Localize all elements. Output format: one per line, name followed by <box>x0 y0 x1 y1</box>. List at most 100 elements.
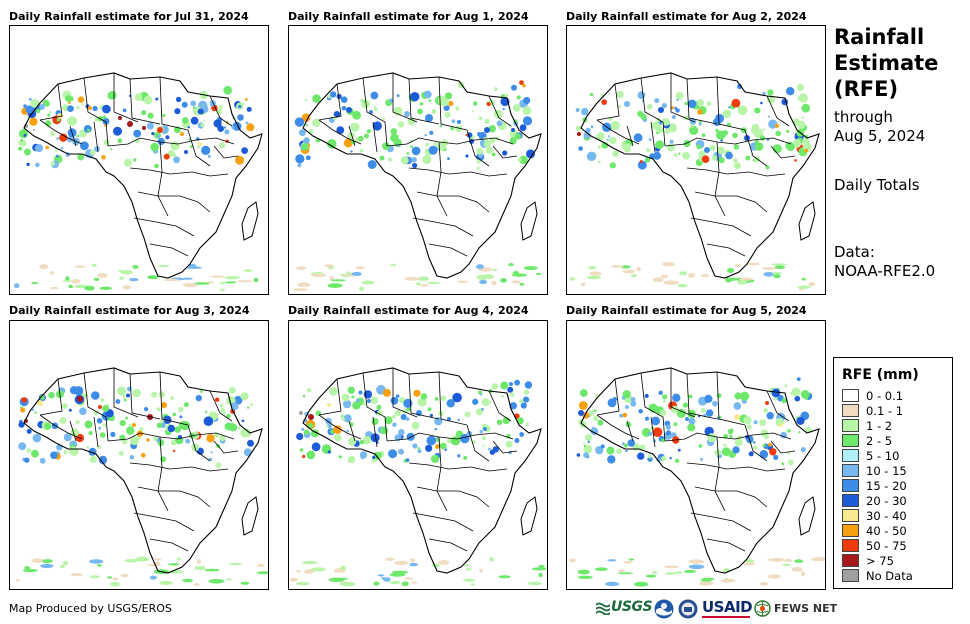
partner-logos: USGS USAID FEWS NET <box>596 598 837 620</box>
rainfall-field <box>14 85 259 292</box>
africa-map-graphic <box>293 72 542 291</box>
madagascar-outline <box>798 496 816 536</box>
legend-swatch <box>842 569 859 582</box>
madagascar-outline <box>520 496 538 536</box>
legend-label: 2 - 5 <box>866 434 893 448</box>
legend-swatch <box>842 509 859 522</box>
usaid-logo-text: USAID <box>702 598 753 616</box>
legend-label: 20 - 30 <box>866 494 907 508</box>
legend-swatch <box>842 479 859 492</box>
legend-label: 0.1 - 1 <box>866 404 904 418</box>
africa-map-graphic <box>15 367 268 587</box>
panel-title-5: Daily Rainfall estimate for Aug 4, 2024 <box>288 304 529 317</box>
legend-label: 5 - 10 <box>866 449 900 463</box>
legend-item: 0 - 0.1 <box>842 389 903 403</box>
legend-label: 1 - 2 <box>866 419 893 433</box>
noaa-logo <box>654 598 676 620</box>
data-label: Data: <box>834 243 875 261</box>
legend-swatch <box>842 404 859 417</box>
country-borders <box>596 368 796 552</box>
legend-item: No Data <box>842 569 913 583</box>
usgs-logo-text: USGS <box>611 599 653 615</box>
rainfall-map-2 <box>288 25 548 295</box>
panel-title-3: Daily Rainfall estimate for Aug 2, 2024 <box>566 10 807 23</box>
panel-title-4: Daily Rainfall estimate for Aug 3, 2024 <box>9 304 250 317</box>
usgs-wave-icon <box>596 602 610 615</box>
rainfall-field <box>289 379 547 587</box>
country-borders <box>318 368 518 552</box>
legend-label: 10 - 15 <box>866 464 907 478</box>
legend-label: 40 - 50 <box>866 524 907 538</box>
coastline <box>580 367 820 574</box>
legend-swatch <box>842 464 859 477</box>
totals-label: Daily Totals <box>834 176 920 194</box>
legend-swatch <box>842 494 859 507</box>
africa-map-graphic <box>289 367 547 587</box>
through-label: through <box>834 108 893 126</box>
legend-item: 1 - 2 <box>842 419 892 433</box>
rainfall-map-4 <box>9 320 269 590</box>
rainfall-field <box>293 80 542 291</box>
legend-label: No Data <box>866 569 913 583</box>
country-borders <box>596 73 796 257</box>
map-credit: Map Produced by USGS/EROS <box>9 602 172 615</box>
through-date: Aug 5, 2024 <box>834 127 926 145</box>
rainfall-map-6 <box>566 320 826 590</box>
africa-map-graphic <box>568 367 825 587</box>
data-source: NOAA-RFE2.0 <box>834 262 936 280</box>
coastline <box>23 72 263 279</box>
panel-title-1: Daily Rainfall estimate for Jul 31, 2024 <box>9 10 249 23</box>
madagascar-outline <box>798 201 816 241</box>
legend-swatch <box>842 434 859 447</box>
africa-map-graphic <box>569 72 820 291</box>
panel-title-2: Daily Rainfall estimate for Aug 1, 2024 <box>288 10 529 23</box>
legend-item: 30 - 40 <box>842 509 907 523</box>
usaid-underline <box>702 616 750 618</box>
legend-label: 50 - 75 <box>866 539 907 553</box>
fews-net-logo-text: FEWS NET <box>774 602 838 615</box>
legend-item: 50 - 75 <box>842 539 907 553</box>
africa-map-graphic <box>14 72 263 292</box>
legend-item: 15 - 20 <box>842 479 907 493</box>
legend-swatch <box>842 554 859 567</box>
rainfall-field <box>15 386 268 587</box>
madagascar-outline <box>520 201 538 241</box>
country-borders <box>318 73 518 257</box>
legend-title: RFE (mm) <box>842 367 919 383</box>
legend-label: > 75 <box>866 554 894 568</box>
legend-swatch <box>842 419 859 432</box>
country-borders <box>39 368 239 552</box>
fews-net-logo: FEWS NET <box>754 598 837 620</box>
legend-swatch <box>842 449 859 462</box>
rainfall-field <box>568 377 825 587</box>
coastline <box>580 72 820 279</box>
map-title-line3: (RFE) <box>834 77 899 101</box>
rainfall-map-3 <box>566 25 826 295</box>
commerce-seal-icon <box>678 599 698 619</box>
legend-label: 15 - 20 <box>866 479 907 493</box>
coastline <box>23 367 263 574</box>
legend-item: > 75 <box>842 554 894 568</box>
legend-item: 10 - 15 <box>842 464 907 478</box>
usaid-logo: USAID <box>702 598 754 620</box>
doc-seal-logo <box>678 598 700 620</box>
rainfall-map-1 <box>9 25 269 295</box>
usgs-logo: USGS <box>596 598 653 620</box>
map-title-line2: Estimate <box>834 51 939 75</box>
rainfall-field <box>569 83 815 291</box>
legend-swatch <box>842 524 859 537</box>
legend-item: 5 - 10 <box>842 449 899 463</box>
coastline <box>302 367 542 574</box>
panel-title-6: Daily Rainfall estimate for Aug 5, 2024 <box>566 304 807 317</box>
map-title: Rainfall Estimate (RFE) <box>834 24 938 102</box>
legend-item: 20 - 30 <box>842 494 907 508</box>
map-title-line1: Rainfall <box>834 25 925 49</box>
noaa-seal-icon <box>654 599 674 619</box>
legend-swatch <box>842 539 859 552</box>
madagascar-outline <box>241 201 259 241</box>
country-borders <box>39 73 239 257</box>
legend-label: 0 - 0.1 <box>866 389 904 403</box>
legend-item: 40 - 50 <box>842 524 907 538</box>
coastline <box>302 72 542 279</box>
